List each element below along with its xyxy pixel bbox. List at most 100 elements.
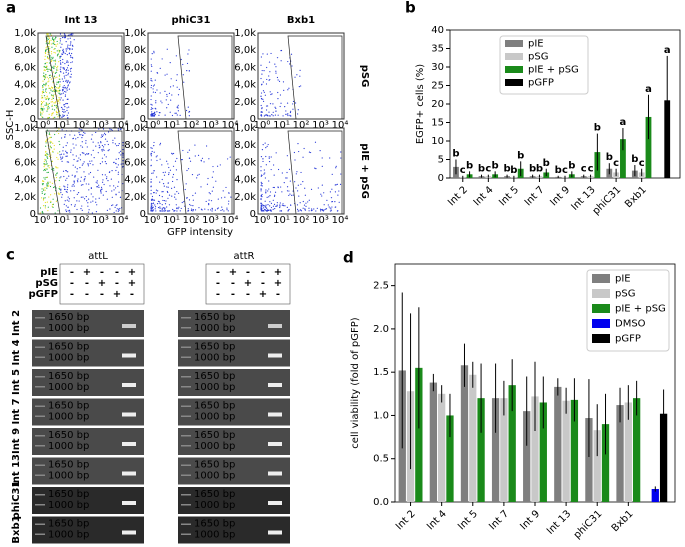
legend-label: pSG (615, 289, 635, 300)
event-dot (118, 181, 120, 183)
event-dot (52, 97, 55, 99)
y-tick-label: 4,0k (234, 80, 256, 91)
significance-letter: b (631, 154, 638, 165)
event-dot (100, 186, 103, 188)
event-dot (65, 50, 67, 52)
event-dot (171, 153, 174, 155)
event-dot (66, 87, 68, 89)
x-tick-label: Int 2 (446, 184, 470, 208)
event-dot (265, 206, 267, 209)
event-dot (304, 194, 306, 196)
ladder-band (181, 405, 191, 407)
event-dot (73, 197, 75, 199)
event-dot (162, 199, 164, 202)
event-dot (51, 87, 54, 89)
event-dot (67, 84, 70, 86)
event-dot (152, 108, 154, 110)
event-dot (300, 210, 303, 212)
event-dot (54, 38, 56, 40)
ladder-label: 1000 bp (48, 382, 89, 393)
event-dot (66, 67, 69, 69)
event-dot (276, 205, 278, 207)
event-dot (297, 109, 299, 111)
event-dot (43, 76, 46, 78)
condition-sign: - (261, 267, 265, 278)
event-dot (55, 180, 57, 182)
event-dot (264, 94, 266, 96)
x-tick-label: 10³ (92, 120, 109, 131)
event-dot (286, 102, 289, 104)
event-dot (227, 210, 229, 212)
plot-frame (147, 32, 235, 120)
event-dot (268, 160, 271, 163)
gate (177, 130, 233, 215)
event-dot (50, 43, 52, 45)
event-dot (48, 165, 50, 167)
event-dot (59, 81, 61, 83)
event-dot (42, 189, 45, 191)
event-dot (65, 88, 67, 90)
event-dot (53, 109, 56, 111)
event-dot (41, 101, 44, 104)
event-dot (52, 43, 54, 45)
y-tick-label: 10 (431, 136, 444, 147)
event-dot (164, 208, 166, 210)
event-dot (41, 103, 43, 105)
event-dot (39, 207, 42, 209)
event-dot (90, 154, 92, 156)
event-dot (288, 87, 290, 89)
event-dot (42, 111, 44, 113)
x-tick-label: 10³ (312, 120, 329, 131)
event-dot (60, 63, 62, 65)
event-dot (260, 174, 263, 176)
event-dot (266, 145, 268, 147)
ladder-band (35, 346, 45, 348)
event-dot (95, 181, 97, 183)
event-dot (55, 44, 57, 46)
event-dot (65, 155, 67, 158)
event-dot (297, 210, 299, 212)
event-dot (58, 187, 60, 190)
event-dot (101, 135, 104, 138)
event-dot (155, 100, 157, 102)
event-dot (50, 101, 52, 103)
event-dot (168, 194, 171, 196)
panel-label: d (343, 249, 354, 267)
event-dot (183, 201, 185, 203)
event-dot (292, 194, 294, 196)
event-dot (277, 91, 279, 94)
event-dot (49, 181, 51, 183)
event-dot (64, 200, 66, 202)
event-dot (51, 108, 54, 110)
event-dot (272, 186, 274, 189)
event-dot (329, 207, 331, 209)
event-dot (260, 111, 262, 113)
event-dot (266, 105, 269, 107)
event-dot (192, 210, 194, 212)
x-tick-label: Int 5 (456, 508, 480, 532)
event-dot (42, 80, 44, 82)
event-dot (45, 85, 47, 87)
event-dot (52, 56, 54, 58)
event-dot (66, 54, 68, 56)
event-dot (47, 105, 49, 107)
event-dot (43, 108, 45, 110)
event-dot (100, 142, 102, 144)
event-dot (55, 167, 57, 169)
event-dot (44, 151, 47, 153)
significance-letter: b (466, 160, 473, 171)
event-dot (115, 204, 117, 207)
event-dot (265, 155, 267, 158)
y-tick-label: 0 (30, 209, 36, 220)
event-dot (117, 185, 119, 187)
event-dot (57, 91, 59, 93)
event-dot (151, 111, 153, 113)
event-dot (68, 209, 71, 212)
event-dot (53, 75, 56, 77)
event-dot (155, 210, 157, 212)
event-dot (172, 85, 174, 87)
event-dot (116, 208, 118, 210)
event-dot (109, 185, 111, 187)
event-dot (59, 92, 61, 94)
y-tick-label: 2.0 (373, 324, 389, 335)
